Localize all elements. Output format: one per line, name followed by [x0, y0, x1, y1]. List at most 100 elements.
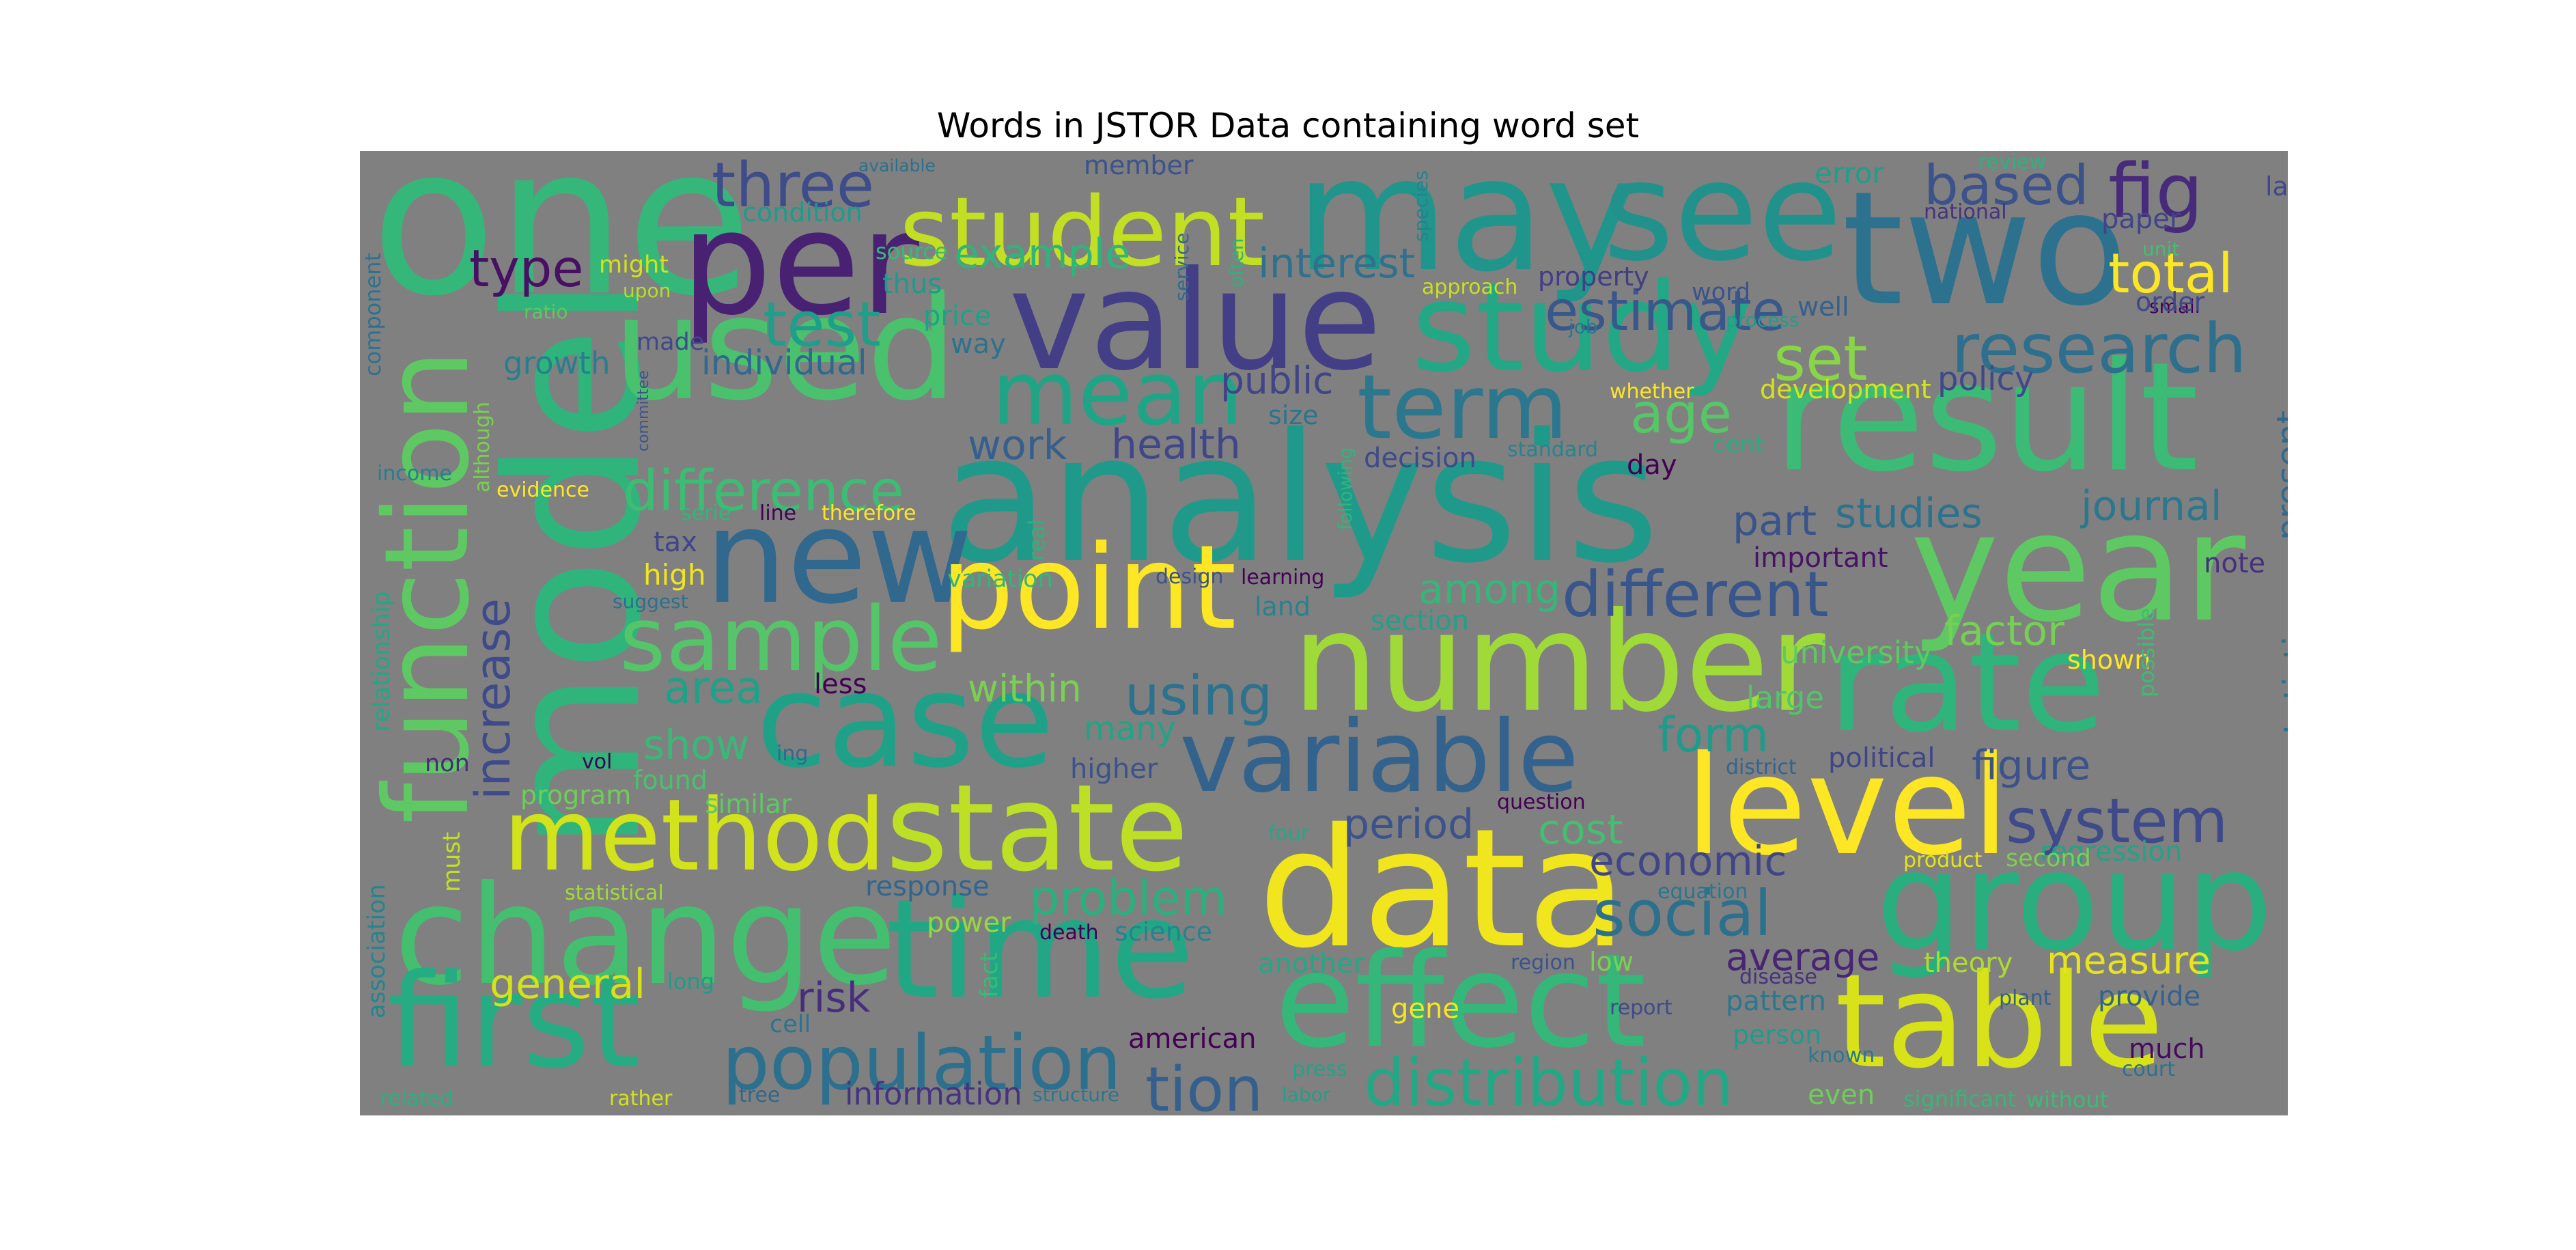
word-example: example	[954, 230, 1131, 278]
word-problem: problem	[1029, 870, 1227, 926]
word-factor: factor	[1944, 607, 2064, 655]
word-change: change	[394, 857, 897, 1016]
word-increase: increase	[465, 598, 521, 800]
word-present: present	[2269, 410, 2288, 540]
word-per: per	[681, 180, 919, 347]
word-death: death	[1039, 921, 1099, 945]
word-two: two	[1842, 158, 2129, 341]
word-although: although	[471, 402, 494, 492]
word-based: based	[1924, 154, 2089, 217]
word-structure: structure	[1033, 1083, 1120, 1106]
word-price: price	[923, 301, 992, 332]
word-suggest: suggest	[613, 590, 688, 613]
word-available: available	[858, 156, 936, 176]
word-power: power	[927, 907, 1011, 939]
word-shown: shown	[2067, 645, 2151, 675]
word-note: note	[2204, 548, 2266, 579]
word-error: error	[1815, 156, 1884, 190]
word-form: form	[1657, 707, 1769, 763]
word-significant: significant	[1903, 1086, 2017, 1112]
word-see: see	[1603, 151, 1843, 292]
word-used: used	[613, 265, 958, 432]
word-way: way	[951, 329, 1006, 360]
word-part: part	[1733, 497, 1817, 545]
word-risk: risk	[797, 974, 871, 1022]
word-research: research	[1951, 309, 2247, 389]
word-cloud-canvas: one model function per used may see two value stu…	[360, 151, 2288, 1115]
word-interest: interest	[1258, 240, 1416, 288]
word-measure: measure	[2047, 939, 2211, 982]
word-income: income	[377, 462, 452, 486]
word-gene: gene	[1391, 993, 1459, 1025]
word-line: line	[759, 501, 797, 525]
word-statistic: statistic	[2276, 617, 2288, 752]
word-set: set	[1774, 323, 1868, 395]
word-fact: fact	[976, 952, 1003, 998]
word-data: data	[1258, 793, 1627, 984]
word-point: point	[940, 520, 1237, 656]
word-figure: figure	[1972, 742, 2091, 790]
word-theory: theory	[1924, 947, 2013, 979]
word-year: year	[1910, 480, 2245, 655]
word-tion: tion	[1145, 1054, 1263, 1116]
word-standard: standard	[1507, 438, 1599, 462]
word-possible: possible	[2133, 607, 2159, 697]
word-related: related	[380, 1087, 453, 1111]
word-often: often	[1225, 238, 1248, 288]
word-estimate: estimate	[1545, 279, 1786, 343]
word-development: development	[1760, 374, 1931, 404]
word-person: person	[1733, 1020, 1822, 1050]
word-important: important	[1753, 542, 1888, 574]
word-equation: equation	[1657, 880, 1748, 904]
word-sample: sample	[619, 587, 942, 691]
word-real: real	[1024, 519, 1050, 561]
word-vol: vol	[582, 750, 613, 774]
word-press: press	[1292, 1057, 1347, 1081]
word-economic: economic	[1589, 837, 1787, 885]
word-labor: labor	[1282, 1083, 1331, 1106]
word-level: level	[1685, 727, 2010, 886]
word-report: report	[1610, 996, 1672, 1020]
word-approach: approach	[1422, 275, 1518, 299]
word-student: student	[899, 177, 1265, 288]
word-evidence: evidence	[496, 478, 590, 502]
word-science: science	[1115, 917, 1212, 947]
word-mean: mean	[992, 342, 1244, 445]
word-order: order	[2136, 287, 2205, 317]
word-plant: plant	[1999, 986, 2052, 1010]
word-time: time	[886, 870, 1194, 1029]
word-source: source	[876, 238, 949, 264]
word-made: made	[636, 329, 705, 356]
word-might: might	[599, 251, 669, 279]
word-well: well	[1797, 292, 1849, 322]
word-even: even	[1808, 1079, 1875, 1111]
word-area: area	[664, 663, 763, 714]
word-day: day	[1627, 449, 1677, 481]
word-size: size	[1268, 400, 1319, 430]
word-court: court	[2122, 1057, 2175, 1081]
word-table: table	[1835, 946, 2164, 1097]
word-unit: unit	[2142, 238, 2180, 260]
word-cell: cell	[770, 1011, 811, 1038]
word-process: process	[1726, 309, 1800, 331]
word-age: age	[1630, 382, 1733, 445]
word-disease: disease	[1739, 965, 1817, 989]
word-word: word	[1692, 279, 1751, 306]
word-tree: tree	[739, 1083, 781, 1107]
word-job: job	[1569, 316, 1598, 338]
word-information: information	[845, 1076, 1022, 1112]
word-district: district	[1726, 755, 1797, 779]
word-service: service	[1171, 232, 1193, 301]
word-region: region	[1511, 951, 1576, 975]
word-health: health	[1111, 421, 1241, 469]
word-journal: journal	[2081, 482, 2222, 530]
word-case: case	[756, 645, 1054, 796]
word-section: section	[1371, 605, 1470, 637]
word-effect: effect	[1275, 926, 1647, 1077]
word-growth: growth	[503, 345, 611, 381]
word-paper: paper	[2101, 204, 2181, 235]
word-population: population	[722, 1019, 1122, 1107]
word-first: first	[387, 946, 641, 1097]
word-new: new	[705, 482, 973, 633]
word-statistical: statistical	[565, 881, 664, 905]
